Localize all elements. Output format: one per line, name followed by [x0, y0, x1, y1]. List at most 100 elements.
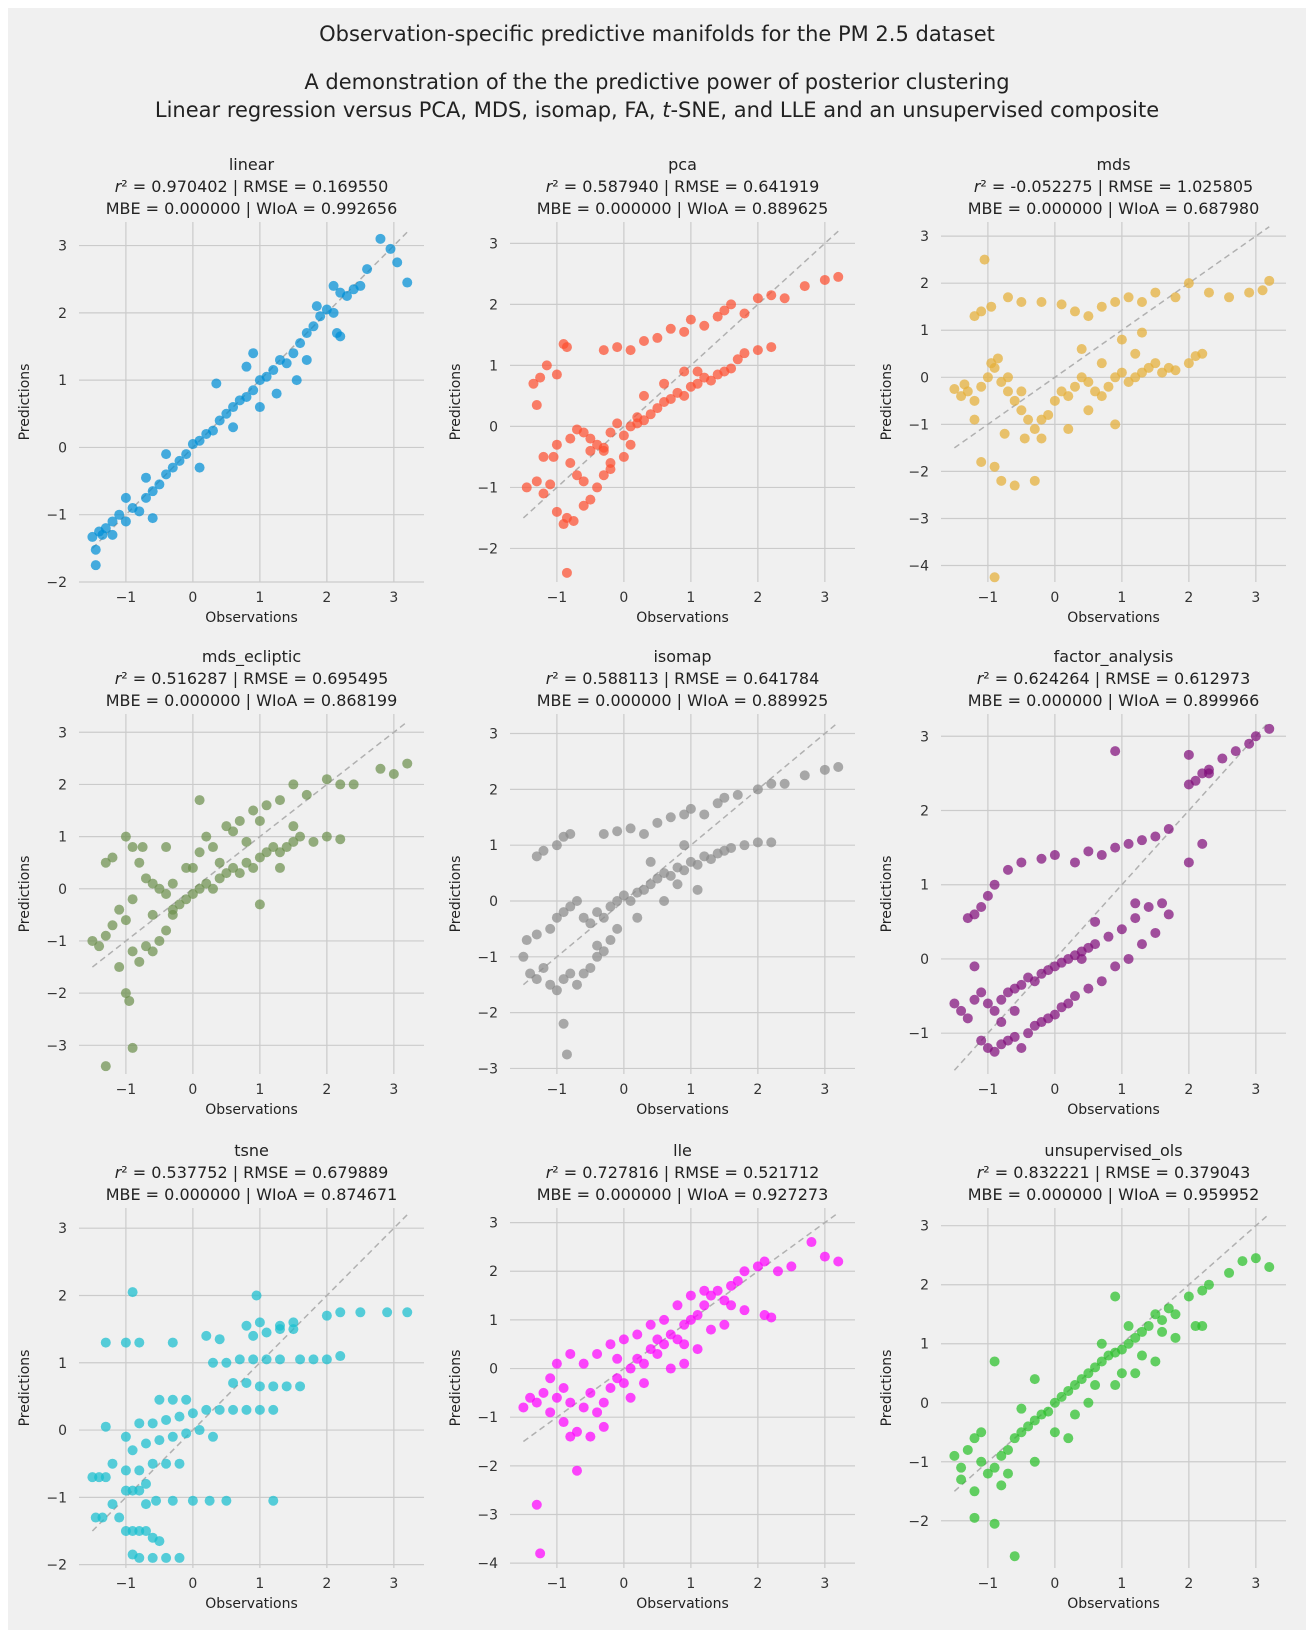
data-point — [1264, 723, 1275, 734]
data-point — [692, 859, 703, 870]
data-point — [625, 439, 636, 450]
y-axis-label: Predictions — [448, 364, 464, 441]
data-point — [1163, 824, 1174, 835]
data-point — [107, 1499, 118, 1510]
data-point — [248, 348, 259, 359]
data-point — [833, 1256, 844, 1267]
data-point — [685, 803, 696, 814]
data-point — [134, 1465, 145, 1476]
data-point — [1076, 1374, 1087, 1385]
x-tick-label: −1 — [978, 1082, 999, 1098]
data-point — [274, 795, 285, 806]
data-point — [241, 361, 252, 372]
x-axis-label: Observations — [1067, 1102, 1160, 1118]
data-point — [1016, 1403, 1027, 1414]
x-tick-label: 3 — [1251, 590, 1260, 606]
data-point — [114, 509, 125, 520]
data-point — [1136, 297, 1147, 307]
data-point — [799, 281, 810, 292]
data-point — [665, 1363, 676, 1374]
y-axis-label: Predictions — [879, 856, 895, 933]
data-point — [140, 941, 151, 952]
x-tick-label: 2 — [1184, 590, 1193, 606]
y-tick-label: 2 — [489, 1264, 498, 1280]
data-point — [571, 895, 582, 906]
data-point — [241, 391, 252, 402]
data-point — [1016, 1043, 1027, 1054]
data-point — [766, 778, 777, 789]
y-tick-label: 0 — [58, 882, 67, 898]
data-point — [592, 940, 603, 951]
data-point — [201, 1404, 212, 1415]
y-tick-label: 3 — [920, 729, 929, 745]
data-point — [1069, 1409, 1080, 1420]
data-point — [181, 894, 192, 905]
data-point — [1083, 1368, 1094, 1379]
data-point — [214, 873, 225, 884]
data-point — [699, 809, 710, 820]
y-tick-label: 0 — [58, 1423, 67, 1439]
data-point — [161, 889, 172, 899]
data-point — [585, 1387, 596, 1398]
data-point — [181, 1394, 192, 1405]
y-tick-label: −3 — [477, 1061, 498, 1077]
y-tick-label: 1 — [58, 1356, 67, 1372]
data-point — [551, 369, 562, 380]
y-axis-label: Predictions — [879, 1350, 895, 1427]
data-point — [174, 899, 185, 910]
data-point — [1110, 961, 1121, 972]
data-point — [114, 1512, 125, 1523]
data-point — [100, 1421, 111, 1432]
data-point — [551, 1392, 562, 1403]
data-point — [1002, 1444, 1013, 1455]
data-point — [147, 1418, 158, 1429]
data-point — [692, 1344, 703, 1355]
data-point — [969, 1433, 980, 1444]
y-tick-label: 1 — [489, 358, 498, 374]
data-point — [127, 1042, 138, 1053]
data-point — [241, 836, 252, 847]
data-point — [274, 862, 285, 873]
data-point — [341, 291, 352, 302]
data-point — [1009, 1551, 1020, 1562]
data-point — [1023, 1028, 1034, 1039]
x-axis-label: Observations — [636, 1596, 729, 1612]
y-tick-label: −2 — [46, 575, 67, 591]
data-point — [545, 923, 556, 934]
data-point — [311, 301, 322, 312]
data-point — [261, 1354, 272, 1365]
data-point — [652, 1348, 663, 1359]
subplot-stats-line-1: r² = 0.832221 | RMSE = 0.379043 — [977, 1163, 1251, 1182]
data-point — [187, 862, 198, 873]
data-point — [254, 1381, 265, 1392]
subplot-pca: −1 0 1 2 3 −2 −1 0 1 2 3 pca r² = 0.587940 | RMSE = … — [448, 155, 855, 626]
data-point — [1110, 842, 1121, 853]
data-point — [819, 1251, 830, 1262]
data-point — [288, 821, 299, 832]
data-point — [1136, 1326, 1147, 1337]
data-point — [739, 1266, 750, 1277]
data-point — [1029, 1456, 1040, 1467]
data-point — [1002, 372, 1013, 383]
data-point — [228, 1377, 239, 1388]
x-tick-label: 3 — [820, 1576, 829, 1592]
data-point — [996, 1450, 1007, 1461]
data-point — [1250, 1253, 1261, 1264]
data-point — [107, 529, 118, 540]
x-tick-label: 2 — [322, 590, 331, 606]
data-point — [638, 1378, 649, 1389]
y-tick-label: −2 — [46, 1558, 67, 1574]
data-point — [1163, 909, 1174, 920]
data-point — [645, 409, 656, 420]
data-point — [154, 883, 165, 894]
data-point — [535, 372, 546, 383]
data-point — [989, 461, 1000, 472]
data-point — [154, 1435, 165, 1446]
y-tick-label: 0 — [920, 1396, 929, 1412]
data-point — [638, 1358, 649, 1369]
data-point — [739, 308, 750, 319]
data-point — [1009, 480, 1020, 491]
data-point — [1163, 1303, 1174, 1314]
data-point — [140, 873, 151, 884]
x-tick-label: 1 — [1117, 1576, 1126, 1592]
